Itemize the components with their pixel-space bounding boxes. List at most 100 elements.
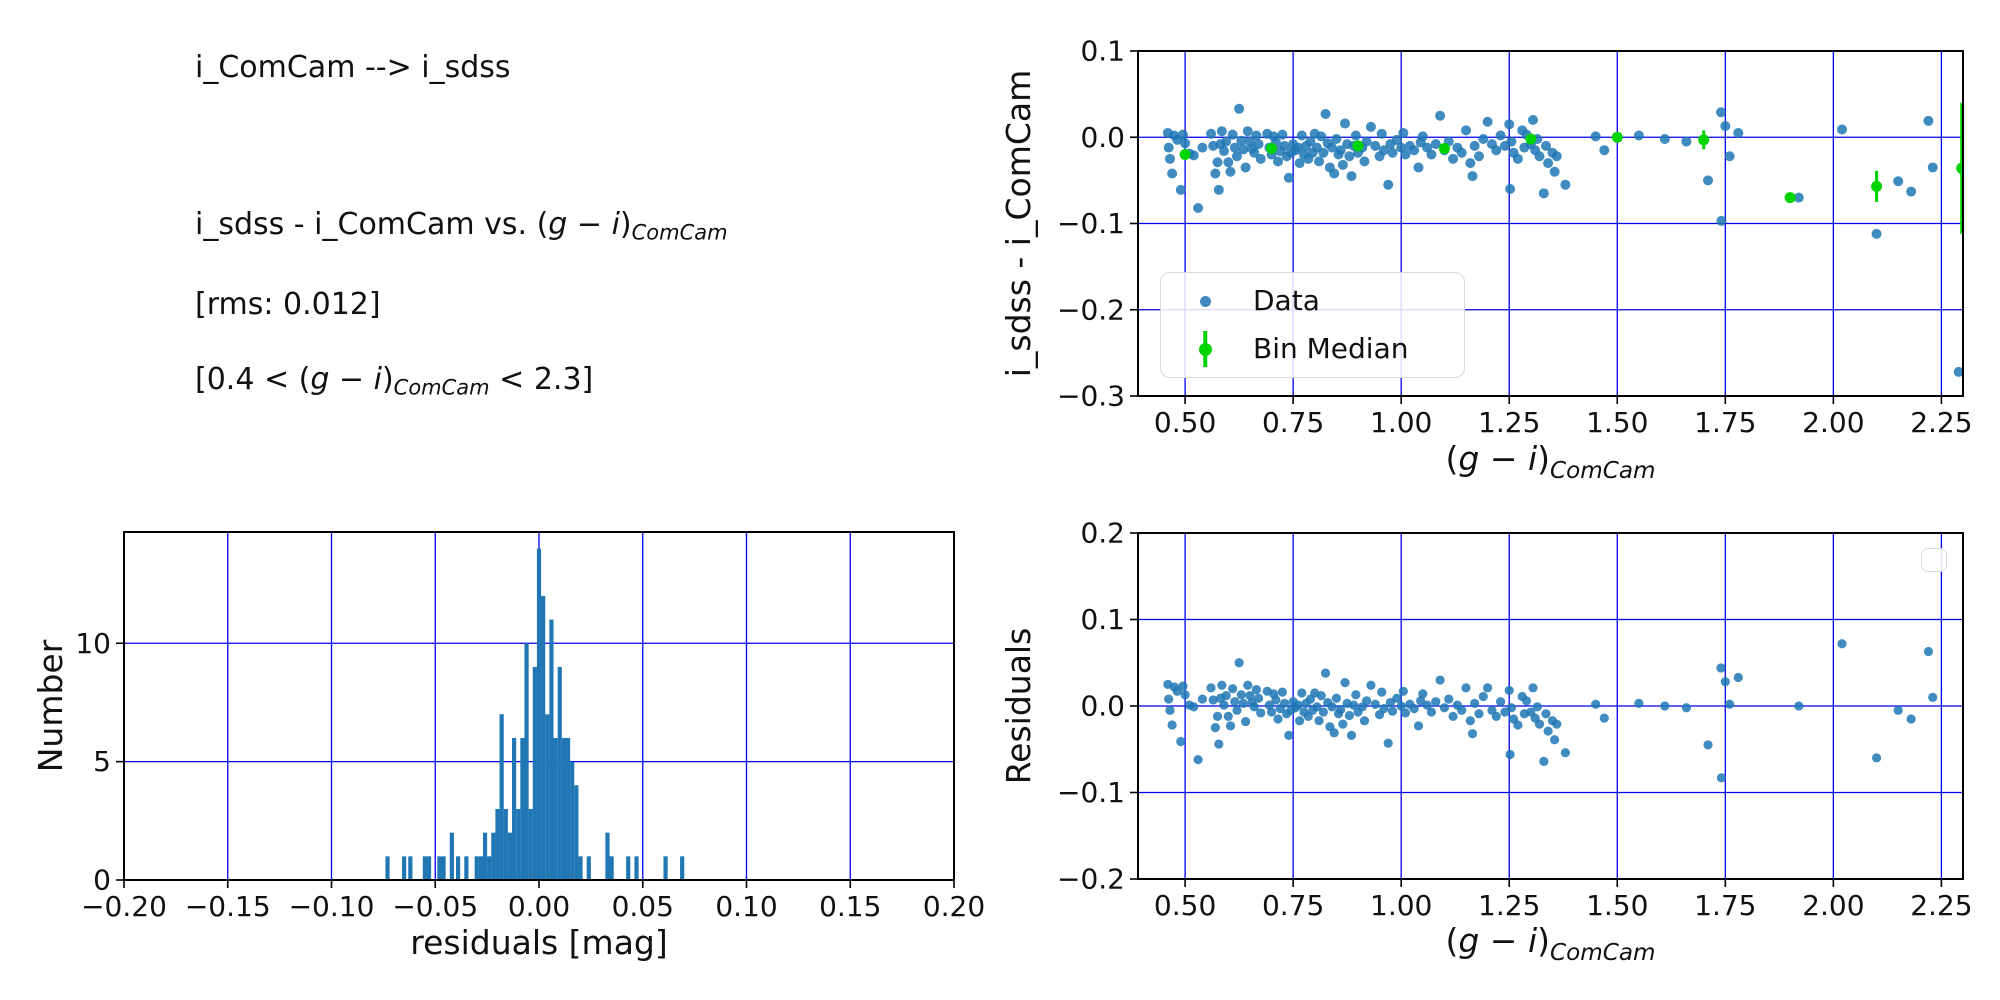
x-tick-label: 1.75 — [1694, 889, 1756, 922]
data-point — [1478, 133, 1489, 144]
data-point — [1344, 710, 1354, 721]
data-point — [1293, 142, 1304, 153]
data-point — [1599, 145, 1610, 156]
data-point — [1660, 701, 1670, 711]
data-point — [1249, 147, 1260, 158]
data-point — [1210, 723, 1220, 733]
legend-label-data: Data — [1253, 284, 1320, 317]
data-point — [1793, 192, 1804, 203]
data-point — [1164, 153, 1175, 164]
data-point — [1318, 147, 1329, 158]
data-point — [1231, 151, 1242, 162]
data-point — [1177, 129, 1188, 140]
data-point — [1331, 133, 1342, 144]
data-point — [1351, 690, 1361, 700]
data-point — [1549, 166, 1560, 177]
data-point — [1505, 184, 1516, 194]
data-point — [1923, 115, 1934, 126]
green-errorbar-marker-icon — [1185, 329, 1225, 369]
data-point — [1716, 215, 1727, 226]
data-point — [1634, 698, 1644, 709]
x-tick-label: 0.00 — [508, 890, 570, 923]
data-point — [1350, 130, 1361, 141]
data-point — [1223, 711, 1233, 721]
x-tick-label: 1.00 — [1370, 889, 1432, 922]
data-point — [1417, 131, 1428, 142]
histogram-bar — [455, 856, 461, 880]
bin-median-point — [1784, 192, 1796, 204]
histogram-bar — [464, 856, 469, 880]
x-axis-label: (g − i)ComCam — [1445, 439, 1655, 484]
data-point — [1590, 131, 1601, 142]
data-point — [1383, 179, 1394, 190]
data-point — [1264, 700, 1274, 710]
legend-item-bin-median: Bin Median — [1185, 329, 1464, 369]
data-point — [1279, 698, 1290, 709]
histogram-bar — [561, 737, 566, 880]
y-tick-label: 0.0 — [1080, 121, 1125, 154]
data-point — [1521, 696, 1532, 706]
data-point — [1277, 129, 1288, 140]
data-point — [1532, 702, 1542, 712]
data-point — [1599, 713, 1609, 723]
text-part: i_ComCam --> i_sdss — [195, 50, 511, 85]
data-point — [1225, 166, 1236, 177]
data-point — [1560, 748, 1571, 758]
data-point — [1413, 721, 1424, 731]
y-tick-label: 0.1 — [1080, 603, 1125, 636]
data-point — [1538, 188, 1549, 199]
data-point — [1256, 708, 1266, 718]
text-part: [rms: 0.012] — [195, 287, 381, 322]
data-point — [1221, 691, 1231, 701]
conversion-title: i_ComCam --> i_sdss — [195, 50, 511, 85]
data-point — [1504, 119, 1515, 130]
histogram-bar — [549, 619, 554, 880]
data-point — [1365, 121, 1376, 132]
x-tick-label: −0.10 — [289, 890, 375, 923]
x-tick-label: 1.75 — [1694, 406, 1756, 439]
data-point — [1359, 156, 1370, 167]
data-point — [1193, 202, 1204, 213]
legend-label-bin-median: Bin Median — [1253, 332, 1409, 365]
data-point — [1234, 103, 1245, 114]
data-point — [1439, 703, 1450, 713]
y-tick-label: −0.2 — [1057, 863, 1125, 896]
data-point — [1180, 138, 1191, 149]
text-part: ( — [298, 362, 311, 397]
data-point — [1733, 127, 1744, 138]
data-point — [1528, 683, 1538, 693]
data-point — [1225, 721, 1236, 731]
x-tick-label: 1.50 — [1586, 406, 1648, 439]
histogram-bar — [449, 832, 454, 880]
data-point — [1435, 110, 1446, 121]
text-part: [0.4 < — [195, 362, 299, 397]
histogram-bar — [565, 737, 571, 880]
data-point — [1716, 773, 1727, 783]
y-tick-label: 10 — [75, 627, 111, 660]
data-point — [1167, 168, 1178, 179]
data-point — [1400, 708, 1411, 718]
x-tick-label: 0.15 — [819, 890, 881, 923]
data-point — [1338, 719, 1348, 729]
data-point — [1495, 130, 1506, 141]
data-point — [1504, 685, 1514, 696]
data-point — [1836, 124, 1847, 135]
data-point — [1681, 703, 1692, 713]
data-point — [1223, 157, 1234, 168]
bin-median-point — [1352, 140, 1364, 152]
data-point — [1236, 135, 1247, 146]
data-point — [1249, 702, 1259, 712]
data-point — [1467, 171, 1478, 182]
data-point — [1398, 127, 1409, 138]
data-point — [1213, 184, 1224, 195]
histogram-bar — [487, 856, 492, 880]
data-point — [1167, 720, 1177, 730]
data-point — [1470, 698, 1480, 709]
data-point — [1409, 145, 1420, 156]
y-tick-label: −0.2 — [1057, 293, 1125, 326]
data-point — [1906, 714, 1916, 724]
data-point — [1720, 677, 1730, 687]
y-axis-label: i_sdss - i_ComCam — [999, 70, 1038, 378]
histogram-bar — [541, 595, 546, 880]
data-point — [1703, 175, 1714, 186]
